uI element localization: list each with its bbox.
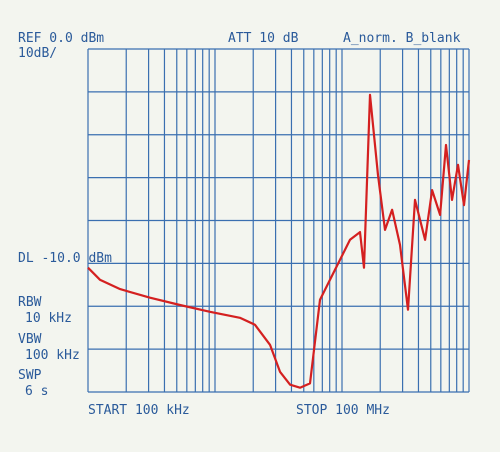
- scale: 10dB/: [18, 46, 57, 61]
- sweep: SWP: [18, 368, 42, 383]
- sweep-value: 6 s: [25, 384, 48, 399]
- vbw: VBW: [18, 332, 42, 347]
- start-freq: START 100 kHz: [88, 403, 190, 418]
- display-line: DL -10.0 dBm: [18, 251, 112, 266]
- stop-freq: STOP 100 MHz: [296, 403, 390, 418]
- ref-level: REF 0.0 dBm: [18, 31, 104, 46]
- trace-mode: A_norm. B_blank: [343, 31, 461, 46]
- trace: [87, 93, 471, 389]
- attenuation: ATT 10 dB: [228, 31, 299, 46]
- vbw-value: 100 kHz: [25, 348, 80, 363]
- rbw-value: 10 kHz: [25, 311, 72, 326]
- rbw: RBW: [18, 295, 42, 310]
